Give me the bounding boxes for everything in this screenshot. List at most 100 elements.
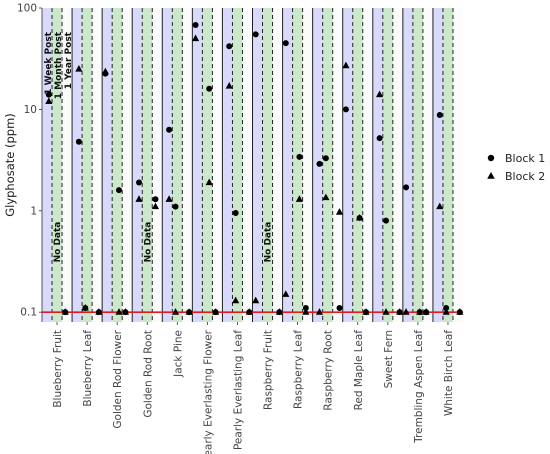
time-annotation: 1 Month Post [54, 31, 64, 99]
legend-label: Block 2 [505, 170, 545, 183]
block-2-point [422, 308, 430, 315]
block-2-point [355, 213, 364, 221]
period-band [262, 8, 273, 322]
block-2-point [165, 195, 173, 202]
block-2-point [375, 90, 384, 98]
period-band [112, 8, 123, 322]
period-band [282, 8, 293, 322]
period-band [372, 8, 384, 322]
block-1-point [282, 40, 289, 47]
period-band [182, 8, 193, 322]
block-2-point [225, 82, 233, 89]
period-band [332, 8, 344, 322]
no-data-label: No Data [143, 222, 153, 263]
block-2-point [315, 308, 324, 315]
legend: Block 1 Block 2 [487, 152, 545, 183]
block-2-point [185, 308, 193, 315]
period-band [342, 8, 354, 322]
period-band [382, 8, 394, 322]
block-1-point [443, 304, 450, 311]
block-1-point [206, 85, 213, 92]
period-band [362, 8, 374, 322]
period-band [232, 8, 243, 322]
block-2-point [442, 308, 450, 315]
period-band [212, 8, 223, 322]
category-label: Golden Rod Root [142, 330, 154, 418]
category-label: Blueberry Fruit [52, 330, 64, 408]
block-1-point [403, 184, 410, 191]
block-1-point [376, 135, 383, 142]
period-band [272, 8, 283, 322]
period-band [242, 8, 253, 322]
legend-label: Block 1 [505, 152, 545, 165]
time-period-bands [42, 8, 464, 322]
block-2-point [75, 65, 83, 72]
period-band [452, 8, 464, 322]
period-band [92, 8, 103, 322]
period-band [222, 8, 233, 322]
category-label: White Birch Leaf [443, 330, 455, 416]
category-label: Pearly Everlasting Flower [202, 329, 214, 454]
block-1-point [172, 203, 179, 210]
block-1-point [342, 106, 349, 113]
block-1-point [152, 196, 159, 203]
block-1-point [115, 187, 122, 194]
block-2-point [45, 97, 53, 104]
block-2-point [171, 308, 180, 315]
block-1-point [226, 43, 233, 50]
period-band [102, 8, 113, 322]
no-data-label: No Data [53, 222, 63, 263]
period-band [402, 8, 414, 322]
block-2-point [295, 195, 304, 202]
period-band [132, 8, 143, 322]
block-1-point [192, 21, 199, 28]
block-1-point [232, 210, 239, 217]
block-2-point [436, 202, 444, 210]
block-2-point [232, 296, 240, 304]
category-label: Red Maple Leaf [353, 330, 365, 411]
category-label: Raspberry Root [323, 330, 335, 411]
block-2-point [81, 303, 89, 311]
period-band [302, 8, 313, 322]
block-2-point [402, 308, 410, 315]
block-2-point [302, 308, 310, 315]
block-2-point [416, 308, 424, 315]
period-band [252, 8, 263, 322]
block-2-point [282, 290, 290, 297]
period-band [352, 8, 364, 322]
period-band [202, 8, 213, 322]
block-2-point [245, 308, 253, 315]
time-annotation: 1 Year Post [64, 31, 74, 89]
block-1-point [336, 304, 343, 311]
period-band [422, 8, 434, 322]
block-1-point [45, 91, 52, 98]
block-2-point [191, 34, 200, 42]
axes: 0.1 1 10 100 Glyphosate (ppm) Blueberry Fruit… [3, 3, 455, 454]
category-label: Raspberry Fruit [263, 330, 275, 410]
period-band [152, 8, 163, 322]
period-band [432, 8, 444, 322]
category-label: Golden Rod Flower [112, 329, 124, 428]
block-2-point [101, 67, 109, 75]
block-2-point [212, 308, 220, 315]
block-2-point [396, 308, 404, 315]
period-band [142, 8, 153, 322]
category-label: Sweet Fern [383, 330, 395, 388]
period-band [192, 8, 203, 322]
category-label: Blueberry Leaf [82, 330, 94, 407]
category-label: Pearly Everlasting Leaf [232, 330, 244, 450]
annotations: 1 Week Post 1 Month Post 1 Year Post No Dat… [44, 31, 274, 262]
period-band [82, 8, 93, 322]
block-1-point [322, 155, 329, 162]
block-2-point [322, 193, 330, 201]
period-band [72, 8, 83, 322]
legend-circle-icon [487, 154, 495, 162]
block-2-point [382, 308, 390, 315]
block-1-point [75, 138, 82, 145]
block-2-point [275, 308, 283, 315]
category-label: Trembling Aspen Leaf [413, 330, 425, 444]
category-label: Raspberry Leaf [293, 330, 305, 409]
block-2-point [362, 308, 370, 315]
period-band [122, 8, 133, 322]
